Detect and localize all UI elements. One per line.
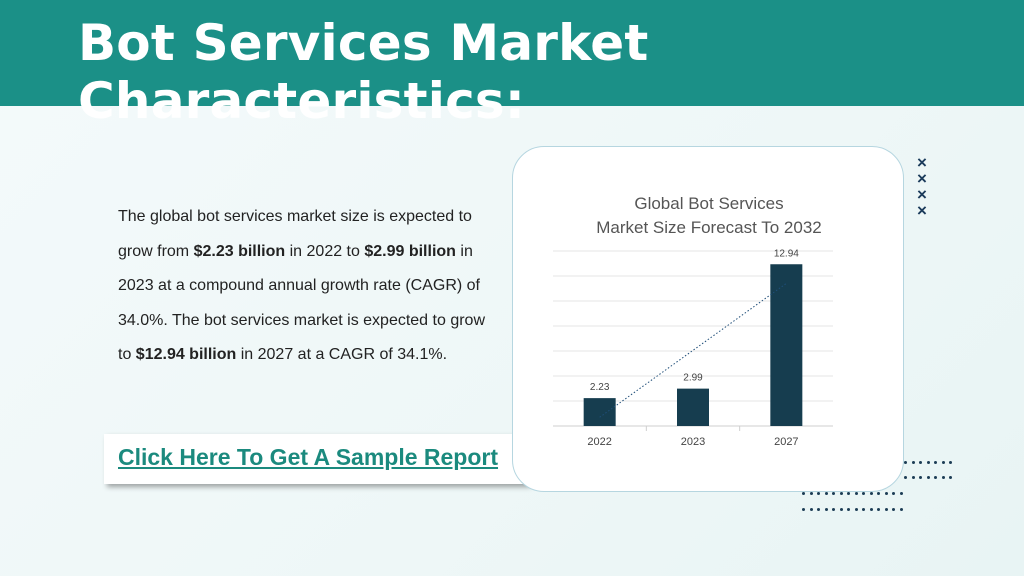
decor-dot bbox=[832, 508, 835, 511]
decor-dot bbox=[899, 508, 903, 511]
decor-dot bbox=[926, 461, 930, 464]
decor-dot bbox=[802, 508, 805, 511]
decor-dot bbox=[809, 508, 813, 511]
body-text-1: The global bot services market size is e… bbox=[118, 208, 472, 260]
body-text-3: in 2023 at a compound annual growth rate… bbox=[118, 242, 485, 364]
decor-dot bbox=[911, 461, 915, 464]
body-bold-2: $2.99 billion bbox=[364, 242, 456, 260]
decor-dot bbox=[899, 492, 903, 495]
decor-dot bbox=[817, 492, 820, 495]
decor-dot bbox=[869, 508, 873, 511]
decor-dot bbox=[877, 508, 880, 511]
description-paragraph: The global bot services market size is e… bbox=[118, 200, 488, 373]
decor-dot bbox=[862, 508, 865, 511]
decor-dot bbox=[839, 492, 843, 495]
x-mark-icon: × bbox=[917, 201, 927, 220]
decor-dot bbox=[934, 461, 937, 464]
decor-dot bbox=[892, 508, 895, 511]
bar bbox=[583, 398, 616, 426]
decor-dot bbox=[941, 476, 945, 479]
sample-report-box bbox=[104, 434, 528, 484]
x-tick-label: 2023 bbox=[681, 436, 705, 448]
decor-dot bbox=[869, 492, 873, 495]
body-bold-1: $2.23 billion bbox=[193, 242, 286, 260]
x-mark-icon: × bbox=[917, 185, 927, 204]
decor-dot bbox=[904, 461, 907, 464]
decor-dot bbox=[862, 492, 865, 495]
decor-dot bbox=[839, 508, 843, 511]
decor-dot bbox=[884, 508, 888, 511]
decor-dot bbox=[919, 476, 922, 479]
x-tick-label: 2027 bbox=[774, 436, 798, 448]
decor-dot bbox=[824, 492, 828, 495]
header-banner: Bot Services Market Characteristics: bbox=[0, 0, 1024, 130]
data-label: 2.23 bbox=[590, 382, 610, 393]
chart-title-line-2: Market Size Forecast To 2032 bbox=[596, 218, 822, 237]
decor-dot bbox=[854, 492, 858, 495]
decor-dot bbox=[824, 508, 828, 511]
decor-dot bbox=[892, 492, 895, 495]
decor-dot bbox=[832, 492, 835, 495]
body-text-2: in 2022 to bbox=[285, 242, 365, 260]
decor-dot bbox=[926, 476, 930, 479]
chart-title-line-1: Global Bot Services bbox=[634, 194, 784, 213]
decor-dot bbox=[934, 476, 937, 479]
decor-dot bbox=[877, 492, 880, 495]
decor-dot bbox=[911, 476, 915, 479]
decor-dot bbox=[919, 461, 922, 464]
decor-dot bbox=[949, 461, 952, 464]
body-text-4: in 2027 at a CAGR of 34.1%. bbox=[236, 346, 448, 363]
data-label: 12.94 bbox=[774, 248, 799, 259]
decor-dot bbox=[941, 461, 945, 464]
decor-dot bbox=[854, 508, 858, 511]
decor-dot bbox=[847, 492, 850, 495]
x-mark-icon: × bbox=[917, 169, 927, 188]
sample-report-link[interactable]: Click Here To Get A Sample Report bbox=[118, 444, 499, 470]
decor-dot bbox=[809, 492, 813, 495]
x-mark-icon: × bbox=[917, 153, 927, 172]
bar bbox=[770, 264, 803, 426]
decor-dot bbox=[949, 476, 952, 479]
bar-chart: 2.23 2022 2.99 2023 12.94 2027 bbox=[553, 248, 833, 448]
x-tick-label: 2022 bbox=[587, 436, 611, 448]
chart-card: Global Bot Services Market Size Forecast… bbox=[512, 146, 904, 492]
page-title: Bot Services Market Characteristics: bbox=[78, 14, 649, 130]
decor-dot bbox=[847, 508, 850, 511]
bar bbox=[677, 388, 709, 426]
decor-dot bbox=[817, 508, 820, 511]
data-label: 2.99 bbox=[683, 373, 703, 384]
decor-dot bbox=[802, 492, 805, 495]
decor-dot bbox=[884, 492, 888, 495]
body-bold-3: $12.94 billion bbox=[135, 346, 237, 363]
decor-dot bbox=[904, 476, 907, 479]
